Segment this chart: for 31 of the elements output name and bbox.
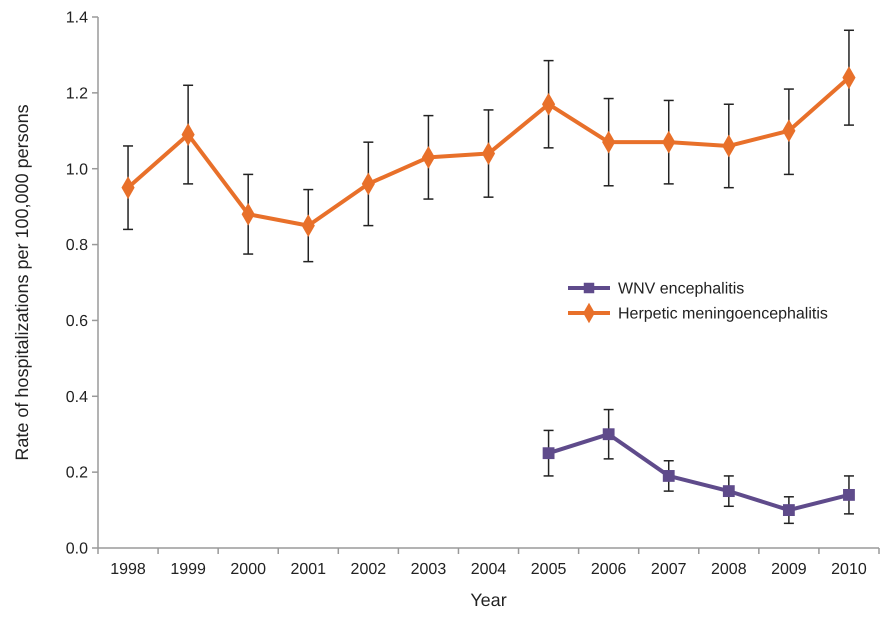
x-tick-label: 2003	[410, 561, 446, 578]
point	[602, 428, 615, 440]
legend-label: WNV encephalitis	[618, 280, 744, 298]
x-tick-label: 2005	[530, 561, 566, 578]
x-tick-label: 1998	[110, 561, 146, 578]
y-tick-label: 0.8	[66, 237, 88, 254]
x-tick-label: 1999	[170, 561, 206, 578]
point	[662, 470, 675, 482]
point	[843, 488, 855, 501]
y-tick-label: 1.0	[66, 161, 88, 178]
x-tick-label: 2001	[290, 561, 326, 578]
x-tick-label: 2009	[771, 561, 807, 578]
x-axis-title: Year	[470, 590, 507, 610]
y-tick-label: 0.2	[66, 464, 88, 482]
y-tick-label: 0.6	[66, 313, 88, 330]
y-tick-label: 1.2	[66, 85, 88, 102]
y-tick-label: 1.4	[66, 10, 88, 27]
legend-label: Herpetic meningoencephalitis	[618, 306, 828, 323]
x-tick-label: 2006	[590, 561, 627, 578]
x-tick-label: 2004	[470, 561, 506, 578]
x-tick-label: 2008	[711, 561, 747, 578]
point	[782, 504, 795, 516]
point	[722, 485, 735, 498]
x-tick-label: 2000	[230, 561, 266, 578]
x-tick-label: 2010	[831, 561, 867, 578]
y-tick-label: 0.4	[66, 388, 88, 406]
y-axis-title: Rate of hospitalizations per 100,000 persons	[12, 104, 32, 461]
y-tick-label: 0.0	[66, 540, 88, 558]
point	[542, 447, 554, 460]
x-tick-label: 2002	[350, 561, 386, 578]
x-tick-label: 2007	[650, 561, 687, 578]
